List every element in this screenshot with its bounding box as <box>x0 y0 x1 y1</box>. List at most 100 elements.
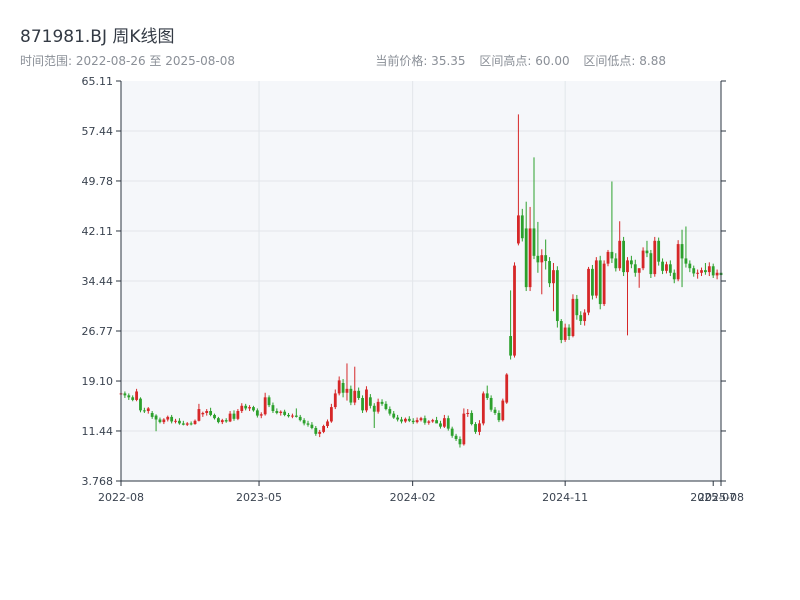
candle-body-down <box>217 418 220 423</box>
x-tick-label: 2022-08 <box>98 491 144 504</box>
candle-body-down <box>158 419 162 423</box>
candle-body-down <box>536 255 540 263</box>
candle-body-up <box>587 268 590 313</box>
candle-body-down <box>649 253 653 275</box>
candle-body-down <box>548 261 551 284</box>
candle-body-down <box>407 418 411 421</box>
candle-body-down <box>657 240 661 262</box>
candle-body-up <box>594 260 598 296</box>
y-tick-label: 19.10 <box>82 375 114 388</box>
candle-body-up <box>201 412 205 415</box>
candle-body-down <box>341 382 345 393</box>
price-stats: 当前价格: 35.35 区间高点: 60.00 区间低点: 8.88 <box>365 52 666 69</box>
candle-body-down <box>485 393 489 398</box>
candle-body-down <box>474 424 477 432</box>
x-tick-label: 2025-07 <box>690 491 736 504</box>
candle-body-up <box>665 264 668 271</box>
candle-body-down <box>400 419 403 422</box>
y-tick-label: 3.768 <box>82 475 114 488</box>
candle-body-up <box>259 414 263 416</box>
x-tick-label: 2024-02 <box>390 491 436 504</box>
candle-body-up <box>571 298 575 337</box>
candle-body-up <box>466 412 470 414</box>
range-low: 区间低点: 8.88 <box>583 54 666 68</box>
candle-body-down <box>524 228 528 288</box>
candle-body-up <box>653 240 657 275</box>
candle-body-down <box>509 336 513 356</box>
candle-body-down <box>232 413 236 419</box>
candle-body-down <box>567 327 571 337</box>
candle-body-down <box>283 411 287 415</box>
x-axis-ticks: 2022-08 2023-05 2024-02 2024-11 2025-072025-… <box>98 481 744 504</box>
candle-body-down <box>267 397 271 406</box>
candle-body-up <box>618 240 622 269</box>
candle-body-down <box>591 268 594 296</box>
candle-body-down <box>439 423 442 427</box>
candle-body-down <box>314 427 318 434</box>
candle-body-down <box>252 407 255 411</box>
candle-body-up <box>185 423 189 425</box>
candle-body-down <box>692 268 696 274</box>
candle-body-up <box>318 431 322 434</box>
candle-body-down <box>224 420 228 422</box>
candle-body-down <box>493 409 497 413</box>
candle-body-down <box>450 428 454 436</box>
candle-body-down <box>575 298 579 316</box>
candle-body-up <box>279 411 283 413</box>
candle-body-down <box>532 228 536 256</box>
candle-body-down <box>544 255 548 262</box>
candle-body-down <box>520 215 524 239</box>
candle-body-up <box>419 418 423 421</box>
candle-body-down <box>139 398 142 411</box>
candle-body-up <box>248 407 251 409</box>
candle-body-up <box>365 389 368 411</box>
candle-body-down <box>598 260 602 305</box>
candle-body-down <box>668 264 672 273</box>
candle-body-up <box>291 415 294 417</box>
candle-body-down <box>458 439 462 445</box>
candle-body-down <box>372 405 376 412</box>
chart-subtitle-date-range: 时间范围: 2022-08-26 至 2025-08-08 <box>20 54 235 68</box>
candle-body-down <box>633 264 637 273</box>
candle-body-up <box>337 380 341 394</box>
candle-body-down <box>244 405 248 409</box>
candles <box>119 114 723 448</box>
candle-body-down <box>170 416 174 422</box>
candle-body-down <box>255 410 259 416</box>
candle-body-down <box>610 251 614 259</box>
candle-body-up <box>333 393 337 408</box>
range-high: 区间高点: 60.00 <box>479 54 570 68</box>
candle-body-down <box>310 424 314 428</box>
y-tick-label: 26.77 <box>82 325 114 338</box>
candle-body-up <box>641 250 645 269</box>
candle-body-up <box>606 251 610 264</box>
candle-body-down <box>154 415 158 420</box>
candle-body-up <box>146 408 150 412</box>
candle-body-up <box>505 374 509 403</box>
candle-body-up <box>166 416 170 420</box>
candle-body-up <box>540 255 544 263</box>
candle-body-down <box>661 261 664 271</box>
chart-title: 871981.BJ 周K线图 <box>20 27 175 47</box>
candle-body-down <box>287 414 290 417</box>
candle-body-down <box>672 272 676 280</box>
candle-body-down <box>704 270 707 273</box>
candle-body-up <box>442 418 446 427</box>
candle-body-down <box>189 423 193 425</box>
candle-body-down <box>150 412 154 417</box>
candle-body-up <box>228 413 232 422</box>
candle-body-down <box>302 420 306 424</box>
candle-body-down <box>368 397 372 406</box>
candle-body-up <box>707 266 711 273</box>
current-price: 当前价格: 35.35 <box>375 54 466 68</box>
candle-body-down <box>392 413 396 418</box>
candle-body-up <box>552 270 555 284</box>
candle-body-down <box>181 423 185 425</box>
candle-body-up <box>626 260 629 273</box>
candle-body-up <box>135 391 138 400</box>
candle-body-up <box>676 244 680 280</box>
candle-body-down <box>178 420 181 424</box>
candle-body-up <box>205 411 209 413</box>
candle-body-down <box>357 390 361 398</box>
